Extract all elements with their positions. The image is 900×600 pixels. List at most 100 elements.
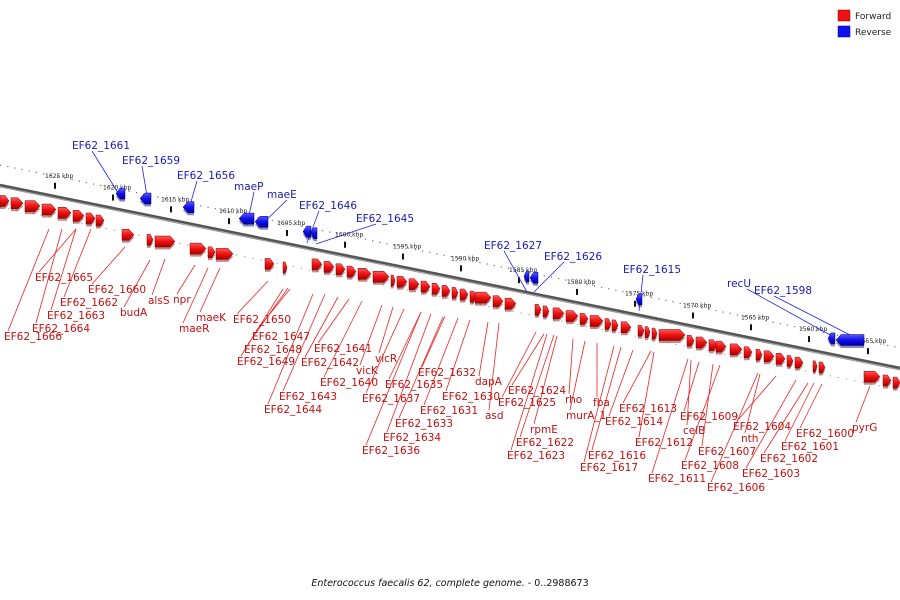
forward-gene-arrow[interactable] [459, 288, 469, 301]
gene-label-ef62-1606[interactable]: EF62_1606 [707, 482, 765, 494]
gene-label-ef62-1613[interactable]: EF62_1613 [619, 403, 677, 415]
forward-gene-arrow[interactable] [41, 203, 57, 216]
gene-label-ef62-1644[interactable]: EF62_1644 [264, 404, 322, 416]
gene-label-ef62-1615[interactable]: EF62_1615 [623, 264, 681, 276]
reverse-gene-arrow[interactable] [238, 212, 255, 225]
reverse-gene-arrow[interactable] [835, 334, 865, 346]
gene-label-npr[interactable]: npr [173, 294, 191, 306]
gene-label-ef62-1616[interactable]: EF62_1616 [588, 450, 646, 462]
forward-gene-arrow[interactable] [794, 356, 804, 369]
gene-label-ef62-1634[interactable]: EF62_1634 [383, 432, 441, 444]
reverse-gene-arrow[interactable] [139, 192, 152, 205]
forward-gene-arrow[interactable] [154, 235, 176, 248]
forward-gene-arrow[interactable] [892, 376, 900, 389]
gene-label-alss[interactable]: alsS [148, 295, 170, 307]
forward-gene-arrow[interactable] [10, 197, 24, 209]
gene-label-ef62-1636[interactable]: EF62_1636 [362, 445, 420, 457]
forward-gene-arrow[interactable] [620, 321, 632, 334]
forward-gene-arrow[interactable] [755, 348, 763, 361]
forward-gene-arrow[interactable] [763, 350, 775, 363]
gene-label-ef62-1632[interactable]: EF62_1632 [418, 367, 476, 379]
gene-label-ef62-1623[interactable]: EF62_1623 [507, 450, 565, 462]
gene-label-ef62-1625[interactable]: EF62_1625 [498, 397, 556, 409]
forward-gene-arrow[interactable] [637, 324, 645, 337]
reverse-gene-arrow[interactable] [827, 332, 836, 345]
forward-gene-arrow[interactable] [372, 271, 390, 283]
forward-gene-arrow[interactable] [504, 297, 517, 310]
forward-gene-arrow[interactable] [207, 246, 216, 259]
gene-label-ef62-1663[interactable]: EF62_1663 [47, 310, 105, 322]
gene-label-dapa[interactable]: dapA [475, 376, 503, 388]
gene-label-ef62-1604[interactable]: EF62_1604 [733, 421, 791, 433]
forward-gene-arrow[interactable] [189, 242, 207, 255]
forward-gene-arrow[interactable] [146, 234, 154, 246]
forward-gene-arrow[interactable] [72, 210, 85, 222]
forward-gene-arrow[interactable] [658, 329, 686, 341]
forward-gene-arrow[interactable] [542, 305, 550, 318]
gene-label-ef62-1646[interactable]: EF62_1646 [299, 200, 357, 212]
forward-gene-arrow[interactable] [651, 327, 658, 340]
forward-gene-arrow[interactable] [215, 248, 234, 260]
gene-label-ef62-1641[interactable]: EF62_1641 [314, 343, 372, 355]
forward-gene-arrow[interactable] [743, 346, 753, 359]
forward-gene-arrow[interactable] [818, 361, 826, 374]
gene-label-ef62-1661[interactable]: EF62_1661 [72, 140, 130, 152]
gene-label-maek[interactable]: maeK [196, 312, 227, 324]
forward-gene-arrow[interactable] [451, 287, 459, 299]
forward-gene-arrow[interactable] [786, 355, 794, 367]
forward-gene-arrow[interactable] [346, 265, 357, 278]
forward-gene-arrow[interactable] [85, 212, 96, 225]
reverse-gene-arrow[interactable] [115, 187, 126, 200]
forward-gene-arrow[interactable] [335, 263, 346, 276]
gene-label-ef62-1630[interactable]: EF62_1630 [442, 391, 500, 403]
gene-label-ef62-1648[interactable]: EF62_1648 [244, 344, 302, 356]
reverse-gene-arrow[interactable] [529, 272, 539, 284]
forward-gene-arrow[interactable] [715, 340, 727, 353]
gene-label-ef62-1602[interactable]: EF62_1602 [760, 453, 818, 465]
gene-label-ef62-1635[interactable]: EF62_1635 [385, 379, 443, 391]
forward-gene-arrow[interactable] [121, 229, 135, 241]
forward-gene-arrow[interactable] [431, 283, 441, 295]
gene-label-ef62-1645[interactable]: EF62_1645 [356, 213, 414, 225]
forward-gene-arrow[interactable] [357, 268, 372, 280]
gene-label-rho[interactable]: rho [565, 394, 582, 406]
gene-label-ef62-1665[interactable]: EF62_1665 [35, 272, 93, 284]
forward-gene-arrow[interactable] [408, 278, 420, 290]
gene-label-ef62-1603[interactable]: EF62_1603 [742, 468, 800, 480]
forward-gene-arrow[interactable] [264, 258, 275, 270]
gene-label-ef62-1640[interactable]: EF62_1640 [320, 377, 378, 389]
gene-label-ef62-1666[interactable]: EF62_1666 [4, 331, 62, 343]
gene-label-ef62-1622[interactable]: EF62_1622 [516, 437, 574, 449]
forward-gene-arrow[interactable] [611, 319, 619, 332]
gene-label-ef62-1660[interactable]: EF62_1660 [88, 284, 146, 296]
gene-label-ef62-1649[interactable]: EF62_1649 [237, 356, 295, 368]
reverse-gene-arrow[interactable] [302, 225, 312, 238]
gene-label-pyrg[interactable]: pyrG [852, 422, 877, 434]
gene-label-maee[interactable]: maeE [267, 189, 297, 201]
forward-gene-arrow[interactable] [552, 307, 565, 320]
gene-label-maep[interactable]: maeP [234, 181, 263, 193]
gene-label-buda[interactable]: budA [120, 307, 148, 319]
forward-gene-arrow[interactable] [24, 200, 41, 212]
gene-label-ef62-1656[interactable]: EF62_1656 [177, 170, 235, 182]
forward-gene-arrow[interactable] [708, 339, 718, 351]
forward-gene-arrow[interactable] [589, 315, 604, 327]
gene-label-ef62-1612[interactable]: EF62_1612 [635, 437, 693, 449]
gene-label-fba[interactable]: fba [593, 397, 610, 409]
forward-gene-arrow[interactable] [812, 360, 818, 373]
gene-label-ef62-1659[interactable]: EF62_1659 [122, 155, 180, 167]
forward-gene-arrow[interactable] [95, 214, 105, 227]
forward-gene-arrow[interactable] [390, 274, 396, 287]
gene-label-ef62-1617[interactable]: EF62_1617 [580, 462, 638, 474]
gene-label-celb[interactable]: celB [683, 425, 705, 437]
gene-label-maer[interactable]: maeR [179, 323, 209, 335]
forward-gene-arrow[interactable] [686, 334, 695, 347]
forward-gene-arrow[interactable] [604, 318, 612, 330]
forward-gene-arrow[interactable] [0, 195, 10, 207]
forward-gene-arrow[interactable] [534, 304, 542, 316]
reverse-gene-arrow[interactable] [254, 216, 269, 228]
gene-label-ef62-1633[interactable]: EF62_1633 [395, 418, 453, 430]
forward-gene-arrow[interactable] [729, 343, 743, 356]
forward-gene-arrow[interactable] [695, 336, 708, 349]
gene-label-ef62-1601[interactable]: EF62_1601 [781, 441, 839, 453]
